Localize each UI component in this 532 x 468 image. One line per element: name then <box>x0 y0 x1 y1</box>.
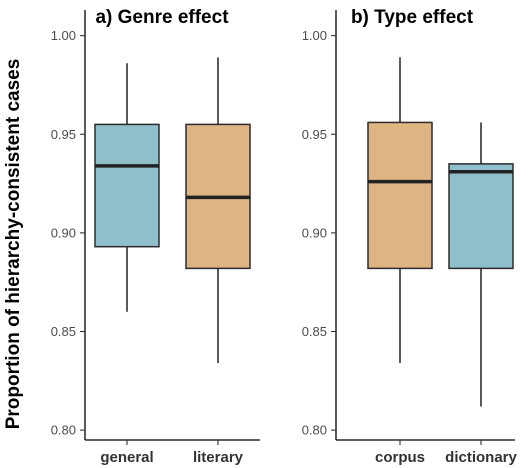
y-tick-label: 0.85 <box>51 324 76 339</box>
box-literary <box>185 57 251 364</box>
x-tick-label: corpus <box>375 449 425 466</box>
y-tick-label: 0.95 <box>51 127 76 142</box>
x-tick-label: general <box>100 449 153 466</box>
box-iqr <box>367 121 433 270</box>
x-tick-label: dictionary <box>445 449 517 466</box>
panel-type-effect: b) Type effect 0.80 0.85 0.90 0.95 1.00 corpu… <box>302 7 518 466</box>
y-tick-label: 0.80 <box>302 423 327 438</box>
box-iqr <box>448 163 514 270</box>
y-tick-label: 0.95 <box>302 127 327 142</box>
y-axis-label: Proportion of hierarchy-consistent cases <box>3 59 24 430</box>
panel-title-genre: a) Genre effect <box>95 7 229 28</box>
box-dictionary <box>448 122 514 407</box>
y-tick-label: 0.90 <box>302 225 327 240</box>
box-corpus <box>367 57 433 364</box>
box-iqr <box>94 123 160 248</box>
panel-title-type: b) Type effect <box>351 7 474 28</box>
y-tick-label: 0.90 <box>51 225 76 240</box>
panel-genre-effect: a) Genre effect 0.80 0.85 0.90 0.95 1.00 gene… <box>51 7 260 466</box>
y-tick-label: 0.80 <box>51 423 76 438</box>
y-tick-label: 1.00 <box>51 28 76 43</box>
y-tick-label: 0.85 <box>302 324 327 339</box>
box-general <box>94 63 160 312</box>
y-tick-label: 1.00 <box>302 28 327 43</box>
x-tick-label: literary <box>193 449 244 466</box>
